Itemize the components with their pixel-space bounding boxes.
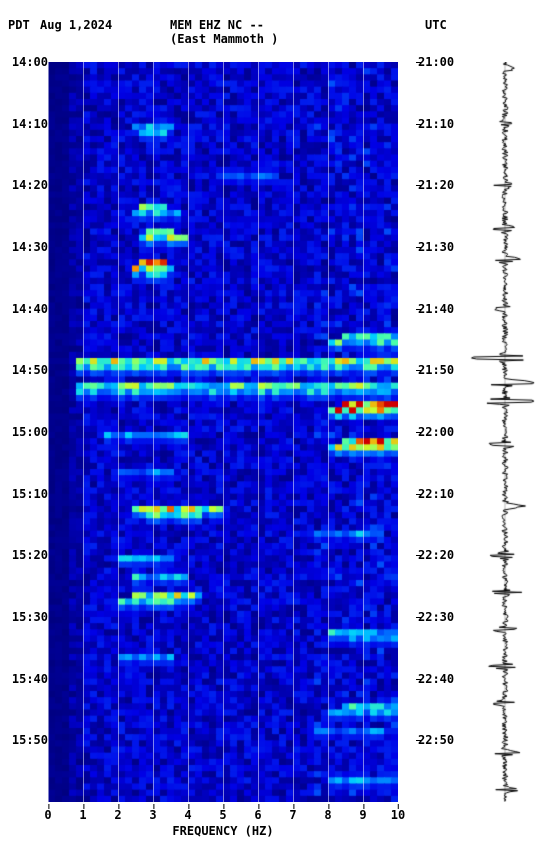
gridline xyxy=(153,62,154,802)
gridline xyxy=(398,62,399,802)
gridline xyxy=(223,62,224,802)
y-tick-label: 22:50 xyxy=(418,733,454,747)
x-tick-label: 9 xyxy=(359,808,366,822)
y-axis-left: 14:0014:1014:2014:3014:4014:5015:0015:10… xyxy=(8,62,48,802)
x-tick-label: 2 xyxy=(114,808,121,822)
y-tick-label: 22:20 xyxy=(418,548,454,562)
y-tick-label: 21:40 xyxy=(418,302,454,316)
gridline xyxy=(258,62,259,802)
y-tick-label: 14:30 xyxy=(12,240,48,254)
x-tick-label: 0 xyxy=(44,808,51,822)
x-tick-label: 1 xyxy=(79,808,86,822)
station-label: MEM EHZ NC -- xyxy=(170,18,264,32)
tz-right-label: UTC xyxy=(425,18,447,32)
spectrogram-plot xyxy=(48,62,398,802)
y-tick-label: 22:10 xyxy=(418,487,454,501)
x-tick-label: 10 xyxy=(391,808,405,822)
y-tick-label: 21:00 xyxy=(418,55,454,69)
y-tick-label: 15:50 xyxy=(12,733,48,747)
y-tick-label: 22:30 xyxy=(418,610,454,624)
location-label: (East Mammoth ) xyxy=(170,32,278,46)
gridline xyxy=(48,62,49,802)
gridline xyxy=(83,62,84,802)
y-tick-label: 14:10 xyxy=(12,117,48,131)
x-tick-label: 3 xyxy=(149,808,156,822)
y-tick-label: 14:50 xyxy=(12,363,48,377)
y-tick-label: 15:00 xyxy=(12,425,48,439)
x-tick-label: 5 xyxy=(219,808,226,822)
x-axis: FREQUENCY (HZ) 012345678910 xyxy=(48,802,398,842)
y-tick-label: 22:40 xyxy=(418,672,454,686)
x-tick-label: 6 xyxy=(254,808,261,822)
y-tick-label: 15:40 xyxy=(12,672,48,686)
y-tick-label: 21:50 xyxy=(418,363,454,377)
tz-left-label: PDT xyxy=(8,18,30,32)
y-axis-right: 21:0021:1021:2021:3021:4021:5022:0022:10… xyxy=(400,62,440,802)
waveform-plot xyxy=(470,62,540,802)
x-axis-label: FREQUENCY (HZ) xyxy=(48,824,398,838)
y-tick-label: 14:00 xyxy=(12,55,48,69)
gridline xyxy=(188,62,189,802)
y-tick-label: 22:00 xyxy=(418,425,454,439)
y-tick-label: 15:20 xyxy=(12,548,48,562)
y-tick-label: 14:20 xyxy=(12,178,48,192)
waveform-canvas xyxy=(470,62,540,802)
y-tick-label: 21:10 xyxy=(418,117,454,131)
x-tick-label: 4 xyxy=(184,808,191,822)
y-tick-label: 15:10 xyxy=(12,487,48,501)
gridline xyxy=(293,62,294,802)
y-tick-label: 21:30 xyxy=(418,240,454,254)
x-tick-label: 8 xyxy=(324,808,331,822)
gridline xyxy=(118,62,119,802)
y-tick-label: 21:20 xyxy=(418,178,454,192)
y-tick-label: 14:40 xyxy=(12,302,48,316)
date-label: Aug 1,2024 xyxy=(40,18,112,32)
gridline xyxy=(328,62,329,802)
y-tick-label: 15:30 xyxy=(12,610,48,624)
gridline xyxy=(363,62,364,802)
x-tick-label: 7 xyxy=(289,808,296,822)
